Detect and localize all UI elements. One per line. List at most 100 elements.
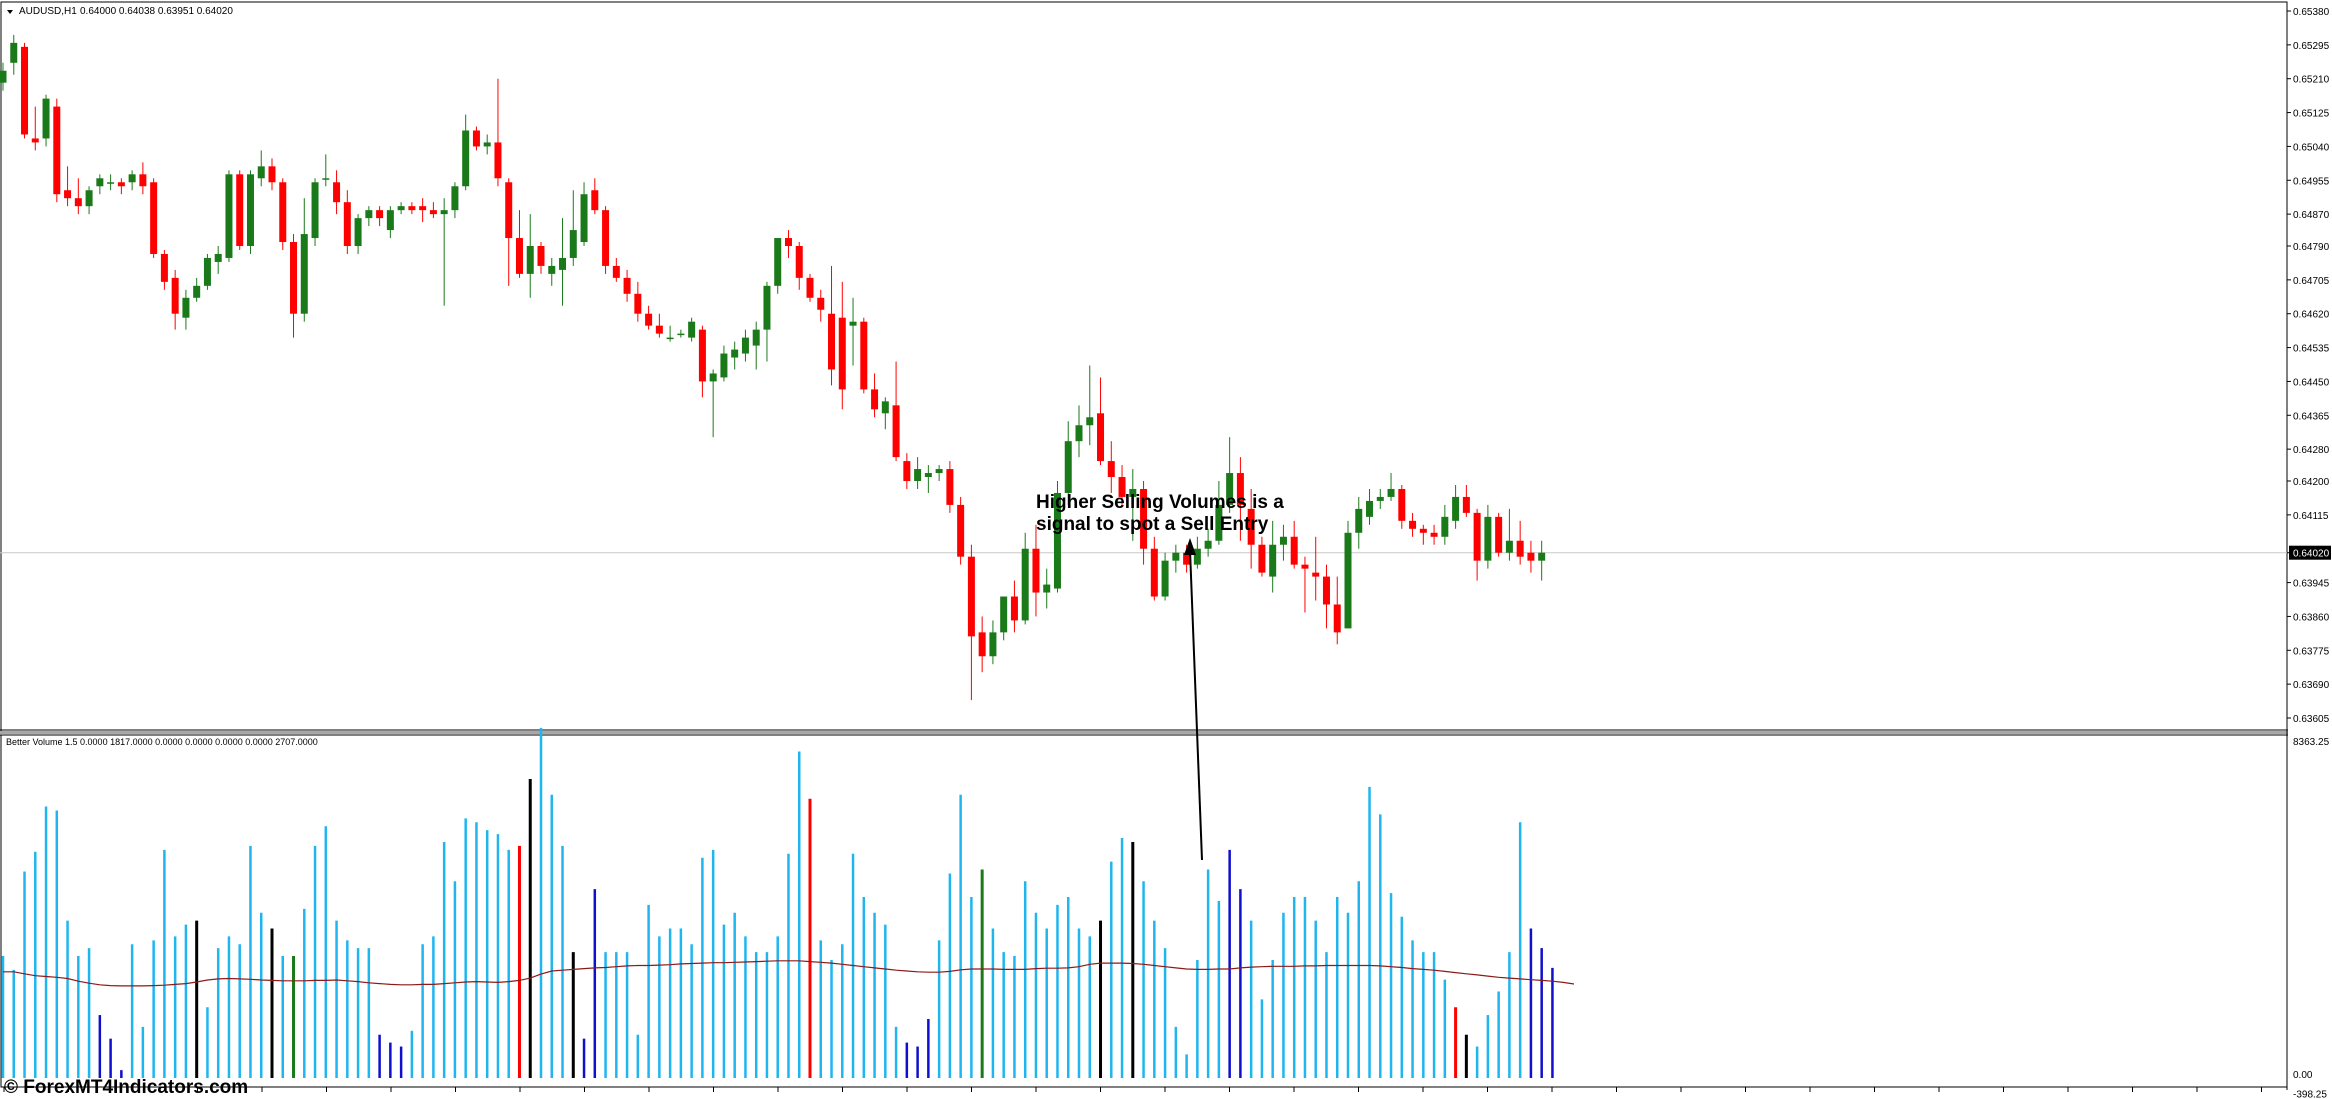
candle-bear[interactable] [1247, 508, 1255, 545]
candle-bear[interactable] [860, 321, 868, 390]
candle-bear[interactable] [117, 182, 125, 187]
candle-bear[interactable] [623, 277, 631, 294]
candle-bull[interactable] [1075, 425, 1083, 442]
candle-bear[interactable] [429, 210, 437, 215]
candle-bull[interactable] [1452, 496, 1460, 521]
candle-bull[interactable] [96, 178, 104, 187]
candle-bull[interactable] [1043, 584, 1051, 593]
candle-bear[interactable] [1150, 548, 1158, 597]
candle-bull[interactable] [0, 70, 7, 83]
candle-bear[interactable] [1236, 473, 1244, 505]
candle-bear[interactable] [1527, 552, 1535, 561]
candle-bull[interactable] [483, 142, 491, 147]
candle-bull[interactable] [440, 210, 448, 215]
candle-bull[interactable] [225, 174, 233, 258]
candle-bear[interactable] [946, 469, 954, 505]
candle-bull[interactable] [1269, 544, 1277, 577]
candle-bull[interactable] [246, 174, 254, 247]
candle-bear[interactable] [1258, 544, 1266, 573]
candle-bull[interactable] [1441, 516, 1449, 537]
candle-bear[interactable] [494, 142, 502, 179]
candle-bull[interactable] [1226, 473, 1234, 505]
candle-bear[interactable] [343, 202, 351, 247]
candle-bear[interactable] [591, 190, 599, 211]
candle-bull[interactable] [1538, 552, 1546, 561]
candle-bull[interactable] [214, 253, 222, 262]
candle-bear[interactable] [967, 556, 975, 637]
candle-bear[interactable] [795, 246, 803, 278]
candle-bull[interactable] [397, 206, 405, 211]
candle-bear[interactable] [1473, 512, 1481, 561]
candle-bull[interactable] [1355, 508, 1363, 533]
candle-bear[interactable] [21, 46, 29, 135]
candle-bull[interactable] [989, 632, 997, 657]
candle-bull[interactable] [1204, 540, 1212, 549]
candle-bull[interactable] [935, 469, 943, 474]
candle-bull[interactable] [709, 373, 717, 382]
candle-bull[interactable] [1086, 417, 1094, 426]
candle-bear[interactable] [268, 166, 276, 183]
candle-bear[interactable] [957, 504, 965, 557]
candle-bull[interactable] [548, 265, 556, 274]
candle-bear[interactable] [1290, 536, 1298, 565]
candle-bear[interactable] [515, 238, 523, 274]
candle-bull[interactable] [1053, 492, 1061, 589]
candle-bull[interactable] [257, 166, 265, 179]
candle-bear[interactable] [279, 182, 287, 243]
candle-bull[interactable] [688, 321, 696, 338]
candle-bull[interactable] [1161, 560, 1169, 597]
candle-bear[interactable] [806, 277, 814, 298]
candle-bull[interactable] [881, 401, 889, 414]
price-panel[interactable] [0, 34, 2287, 701]
candle-bear[interactable] [634, 293, 642, 314]
candle-bear[interactable] [1516, 540, 1524, 557]
candle-bear[interactable] [53, 106, 61, 195]
candle-bear[interactable] [150, 182, 158, 254]
candle-bull[interactable] [1021, 548, 1029, 621]
candle-bull[interactable] [10, 42, 18, 63]
candle-bear[interactable] [419, 206, 427, 211]
candle-bear[interactable] [892, 405, 900, 458]
candle-bear[interactable] [828, 313, 836, 370]
candle-bull[interactable] [354, 218, 362, 247]
candle-bear[interactable] [655, 325, 663, 334]
candle-bull[interactable] [741, 337, 749, 354]
candle-bear[interactable] [1430, 532, 1438, 537]
candle-bull[interactable] [526, 246, 534, 274]
volume-panel[interactable] [1, 727, 1575, 1078]
candle-bear[interactable] [612, 265, 620, 278]
candle-bear[interactable] [1183, 552, 1191, 565]
candle-bull[interactable] [462, 130, 470, 187]
candle-bull[interactable] [107, 182, 115, 184]
candle-bear[interactable] [1107, 461, 1115, 478]
candle-bear[interactable] [784, 238, 792, 247]
candle-bull[interactable] [1387, 488, 1395, 497]
candle-bear[interactable] [408, 206, 416, 211]
candle-bull[interactable] [774, 238, 782, 286]
candle-bull[interactable] [569, 230, 577, 258]
candle-bear[interactable] [1398, 488, 1406, 521]
candle-bear[interactable] [978, 632, 986, 657]
candle-bull[interactable] [720, 353, 728, 378]
candle-bull[interactable] [580, 194, 588, 243]
candle-bear[interactable] [1010, 596, 1018, 621]
candle-bear[interactable] [171, 277, 179, 314]
candle-bull[interactable] [322, 178, 330, 180]
candle-bear[interactable] [31, 138, 39, 143]
candle-bear[interactable] [817, 297, 825, 310]
candle-bull[interactable] [1129, 488, 1137, 497]
candle-bull[interactable] [914, 469, 922, 482]
candle-bull[interactable] [128, 174, 136, 183]
candle-bear[interactable] [1301, 564, 1309, 569]
candle-bear[interactable] [64, 190, 72, 199]
candle-bull[interactable] [763, 285, 771, 330]
candle-bull[interactable] [924, 473, 932, 478]
candle-bear[interactable] [1419, 528, 1427, 533]
candle-bear[interactable] [290, 242, 298, 314]
candle-bear[interactable] [1495, 516, 1503, 553]
candle-bear[interactable] [602, 210, 610, 266]
candle-bull[interactable] [1376, 496, 1384, 501]
candle-bull[interactable] [311, 182, 319, 239]
candle-bear[interactable] [1409, 520, 1417, 529]
